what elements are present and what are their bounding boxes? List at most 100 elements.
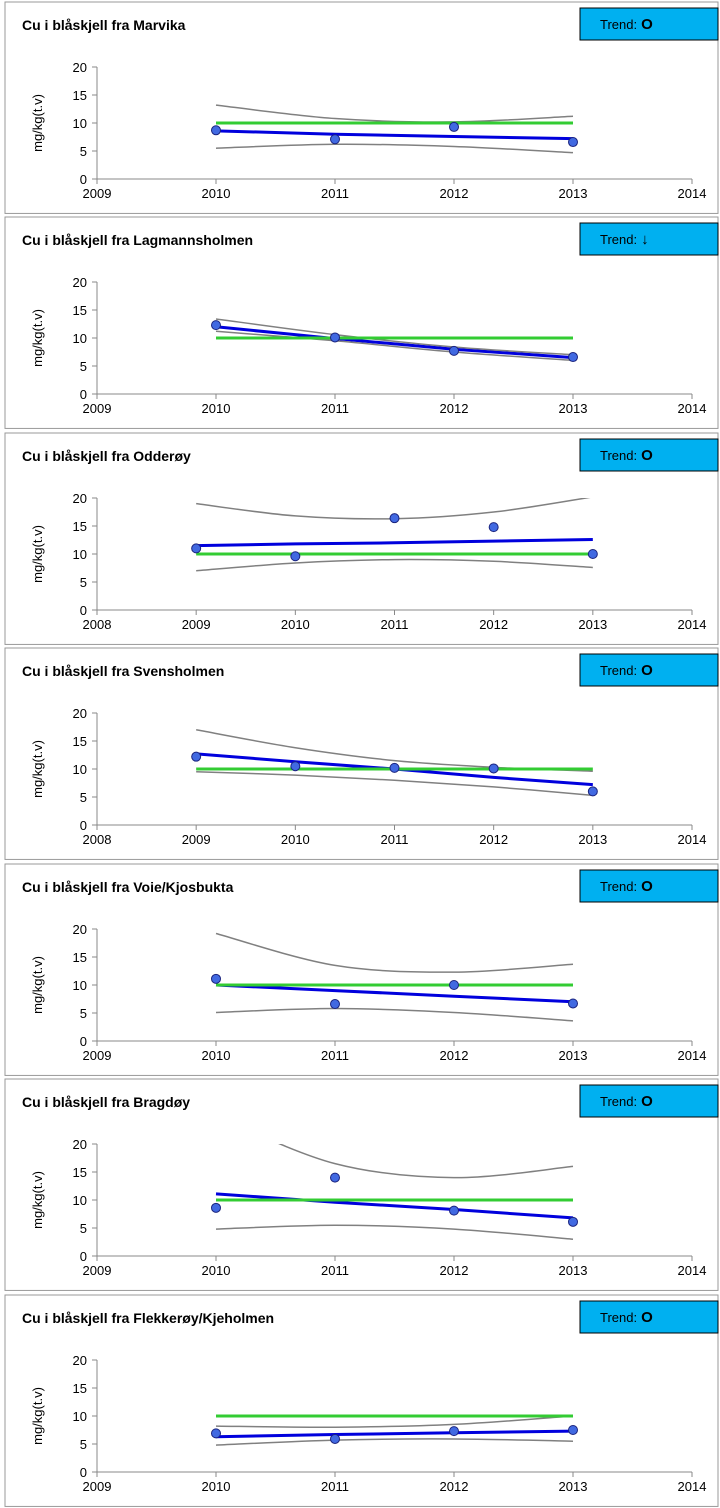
trend-line [215, 129, 574, 141]
panel-border [4, 863, 719, 1076]
x-tick-label: 2013 [559, 401, 588, 416]
trend-text: Trend: O [600, 878, 653, 895]
x-tick-label: 2008 [83, 832, 112, 847]
x-tick-label: 2014 [678, 1263, 707, 1278]
y-tick-label: 10 [73, 116, 87, 131]
y-tick-label: 20 [73, 922, 87, 937]
y-tick-label: 20 [73, 60, 87, 75]
trend-line [215, 1192, 574, 1220]
confidence-curve [196, 771, 593, 797]
data-point [449, 121, 459, 132]
data-point [389, 763, 400, 774]
y-axis-label: mg/kg(t.v) [30, 310, 45, 368]
data-point [330, 1172, 340, 1183]
chart-panel: Trend: O Cu i blåskjell fra Voie/Kjosbukta… [4, 863, 719, 1076]
x-tick-label: 2013 [559, 1263, 588, 1278]
data-point [568, 1424, 578, 1435]
x-tick-label: 2008 [83, 617, 112, 632]
chart-panel: Trend: O Cu i blåskjell fra Flekkerøy/Kjeh… [4, 1294, 719, 1507]
x-tick-label: 2014 [678, 617, 707, 632]
trend-line [196, 537, 593, 547]
x-tick-label: 2011 [321, 1048, 349, 1063]
trend-text: Trend: O [600, 1093, 653, 1110]
trend-label: Trend: [600, 17, 637, 32]
y-axis-label: mg/kg(t.v) [30, 525, 45, 583]
y-tick-label: 20 [73, 275, 87, 290]
y-tick-label: 15 [73, 1165, 87, 1180]
chart-title: Cu i blåskjell fra Bragdøy [22, 1094, 190, 1110]
y-tick-label: 5 [80, 790, 87, 805]
trend-box [579, 222, 719, 256]
data-point [191, 543, 202, 554]
confidence-curve [215, 1437, 574, 1446]
confidence-curve [215, 318, 574, 356]
x-tick-label: 2010 [202, 186, 231, 201]
trend-line [215, 325, 574, 360]
y-tick-label: 10 [73, 331, 87, 346]
x-tick-label: 2011 [321, 1263, 349, 1278]
data-point [290, 551, 301, 562]
x-tick-label: 2010 [202, 401, 231, 416]
data-point [211, 125, 221, 136]
y-tick-label: 0 [80, 387, 87, 402]
y-tick-label: 15 [73, 519, 87, 534]
y-tick-label: 10 [73, 1193, 87, 1208]
data-point [330, 1433, 340, 1444]
x-tick-label: 2011 [381, 617, 409, 632]
trend-line [215, 1429, 574, 1438]
y-tick-label: 20 [73, 491, 87, 506]
x-tick-label: 2012 [440, 186, 469, 201]
data-point [211, 1427, 221, 1438]
chart-title: Cu i blåskjell fra Flekkerøy/Kjeholmen [22, 1310, 274, 1326]
trend-label: Trend: [600, 663, 637, 678]
confidence-curve [278, 1144, 574, 1179]
x-tick-label: 2012 [440, 401, 469, 416]
x-tick-label: 2011 [321, 186, 349, 201]
chart-panel: Trend: O Cu i blåskjell fra Bragdøy mg/kg(t… [4, 1078, 719, 1292]
trend-symbol: O [641, 662, 653, 679]
data-point [568, 137, 578, 148]
chart-panel: Trend: O Cu i blåskjell fra Odderøy mg/kg(t… [4, 432, 719, 645]
data-point [568, 352, 578, 363]
confidence-curve [196, 558, 593, 572]
y-tick-label: 0 [80, 603, 87, 618]
data-point [389, 513, 400, 524]
y-tick-label: 15 [73, 88, 87, 103]
trend-text: Trend: O [600, 447, 653, 464]
chart-title: Cu i blåskjell fra Voie/Kjosbukta [22, 879, 234, 895]
y-tick-label: 10 [73, 547, 87, 562]
x-tick-label: 2012 [479, 832, 508, 847]
x-tick-label: 2009 [83, 1048, 112, 1063]
x-tick-label: 2014 [678, 1479, 707, 1494]
trend-label: Trend: [600, 879, 637, 894]
x-tick-label: 2013 [559, 1048, 588, 1063]
x-tick-label: 2010 [281, 832, 310, 847]
x-tick-label: 2011 [321, 401, 349, 416]
data-point [449, 1205, 459, 1216]
trend-text: Trend: O [600, 662, 653, 679]
y-tick-label: 5 [80, 1437, 87, 1452]
chart-title: Cu i blåskjell fra Lagmannsholmen [22, 232, 253, 248]
x-tick-label: 2014 [678, 186, 707, 201]
x-tick-label: 2013 [559, 186, 588, 201]
y-axis-label: mg/kg(t.v) [30, 1387, 45, 1445]
trend-box [579, 1300, 719, 1334]
confidence-curve [215, 143, 574, 154]
y-tick-label: 5 [80, 575, 87, 590]
x-tick-label: 2011 [321, 1479, 349, 1494]
data-point [488, 763, 499, 774]
data-point [211, 1202, 221, 1213]
trend-box [579, 1084, 719, 1118]
chart-title: Cu i blåskjell fra Marvika [22, 17, 186, 33]
x-tick-label: 2010 [202, 1479, 231, 1494]
y-tick-label: 20 [73, 1353, 87, 1368]
y-tick-label: 5 [80, 1221, 87, 1236]
chart-panel: Trend: O Cu i blåskjell fra Svensholmen mg/… [4, 647, 719, 861]
panel-border [4, 1078, 719, 1292]
y-tick-label: 15 [73, 1381, 87, 1396]
confidence-curve [215, 1414, 574, 1428]
panel-border [4, 1294, 719, 1507]
trend-line [215, 983, 574, 1004]
y-tick-label: 10 [73, 762, 87, 777]
y-tick-label: 0 [80, 1465, 87, 1480]
